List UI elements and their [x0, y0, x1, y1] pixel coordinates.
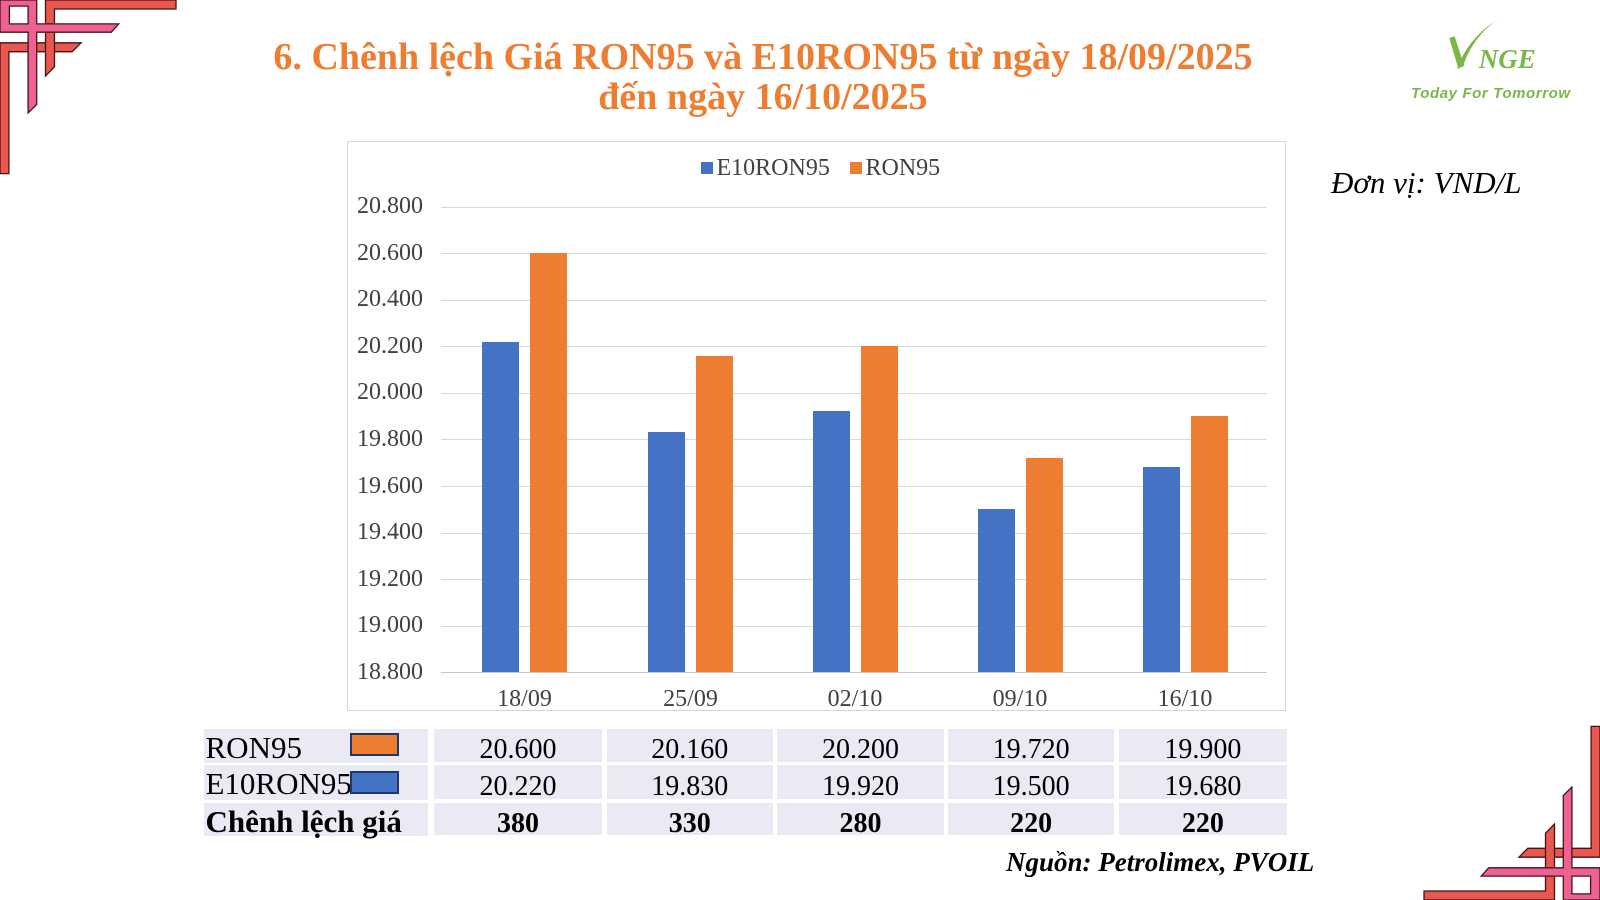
svg-text:NGE: NGE — [1478, 44, 1536, 74]
svg-text:Today For Tomorrow: Today For Tomorrow — [1411, 85, 1571, 102]
